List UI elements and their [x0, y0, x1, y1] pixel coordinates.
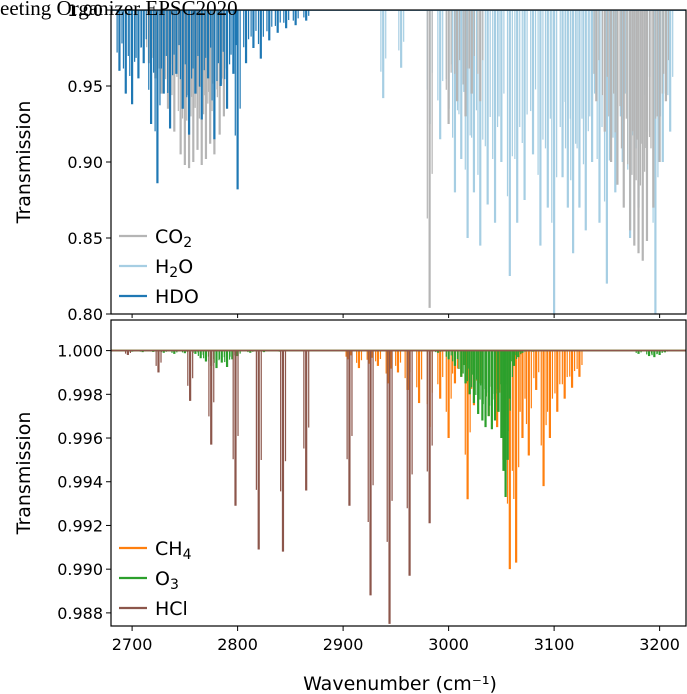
axes-frame	[110, 319, 687, 627]
legend: CO2 H2O HDO	[119, 226, 199, 308]
x-tick-label: 2800	[217, 635, 258, 654]
x-tick-label: 3000	[428, 635, 469, 654]
y-axis-label: Transmission	[13, 101, 35, 225]
y-tick-label: 0.998	[57, 385, 103, 404]
legend-entry: H2O	[155, 256, 193, 281]
y-tick-label: 1.00	[67, 1, 103, 20]
series-hcl	[111, 349, 686, 624]
series-o3	[111, 349, 686, 498]
y-tick-label: 0.996	[57, 429, 103, 448]
series-hdo	[111, 10, 686, 190]
series-ch4	[111, 349, 686, 570]
x-tick-label: 2700	[112, 635, 153, 654]
y-tick-label: 0.988	[57, 604, 103, 623]
x-tick-label: 3200	[639, 635, 680, 654]
legend-entry: O3	[155, 568, 179, 593]
plot-area	[111, 349, 686, 624]
legend-entry: HCl	[155, 598, 188, 620]
y-tick-label: 0.990	[57, 560, 103, 579]
x-axis-label: Wavenumber (cm⁻¹)	[303, 673, 497, 694]
legend-entry: CH4	[155, 538, 192, 563]
y-tick-label: 0.85	[67, 229, 103, 248]
y-tick-label: 0.994	[57, 473, 103, 492]
overlay-title: eeting Organizer EPSC2020	[0, 0, 238, 20]
y-tick-label: 0.95	[67, 77, 103, 96]
legend-entry: HDO	[155, 286, 199, 308]
top-panel: 0.80 0.85 0.90 0.95 1.00 Transmission CO2 H2O HD…	[13, 1, 687, 324]
y-tick-label: 0.90	[67, 153, 103, 172]
y-tick-label: 0.992	[57, 516, 103, 535]
x-tick-label: 2900	[323, 635, 364, 654]
y-tick-label: 1.000	[57, 342, 103, 361]
legend-entry: CO2	[155, 226, 192, 251]
y-axis-label: Transmission	[13, 412, 35, 536]
plot-area	[111, 10, 686, 314]
legend: CH4 O3 HCl	[119, 538, 192, 620]
y-tick-label: 0.80	[67, 305, 103, 324]
x-tick-label: 3100	[534, 635, 575, 654]
bottom-panel: 0.988 0.990 0.992 0.994 0.996 0.998 1.000 2700 2…	[13, 319, 687, 654]
